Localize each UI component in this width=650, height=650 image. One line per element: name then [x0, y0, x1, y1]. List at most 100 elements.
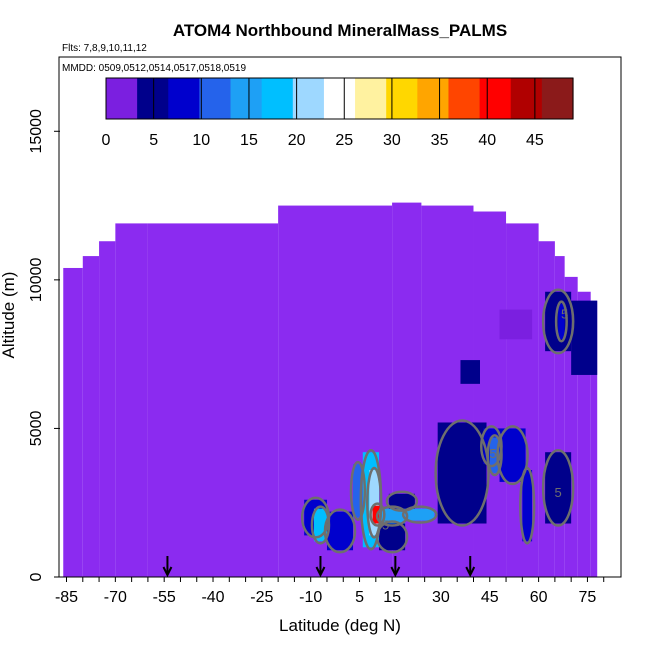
x-tick-label-9: 45	[481, 589, 499, 606]
contour-line-6	[369, 502, 386, 527]
heatmap-cell-19	[571, 300, 598, 375]
x-axis: -85 -70 -55 -40 -25 -10 5 15 30 45 60 75	[55, 577, 605, 606]
colorbar-segment-12	[479, 78, 512, 119]
colorbar-segment-11	[448, 78, 481, 119]
flight-arrow-1	[315, 556, 326, 578]
heatmap-cell-10	[388, 493, 415, 509]
heatmap-cell-14	[499, 428, 526, 482]
coverage-column-3	[115, 223, 148, 577]
heatmap-cell-3	[353, 464, 363, 518]
colorbar-tick-label-1: 5	[149, 132, 158, 149]
colorbar-tick-label-9: 45	[526, 132, 544, 149]
contour-line-3	[349, 460, 367, 521]
heatmap-cell-11	[437, 422, 487, 524]
colorbar-tick-label-8: 40	[478, 132, 496, 149]
colorbar-segment-13	[510, 78, 543, 119]
contour-line-13	[486, 434, 503, 477]
x-tick-label-11: 75	[579, 589, 597, 606]
x-tick-label-7: 15	[383, 589, 401, 606]
colorbar-segment-6	[292, 78, 325, 119]
flight-arrow-0	[162, 556, 173, 578]
y-tick-label-2: 10000	[28, 258, 45, 303]
chart-title: ATOM4 Northbound MineralMass_PALMS	[173, 21, 507, 40]
contour-label-3: 5	[382, 517, 389, 532]
x-tick-label-0: -85	[55, 589, 78, 606]
colorbar-segment-8	[355, 78, 387, 119]
colorbar-tick-label-3: 15	[240, 132, 258, 149]
heatmap-cell-21	[499, 309, 533, 340]
contour-line-15	[519, 466, 536, 545]
colorbar-tick-label-2: 10	[192, 132, 210, 149]
contour-line-8	[375, 520, 409, 554]
colorbar-segment-14	[541, 78, 574, 119]
y-tick-label-1: 5000	[28, 411, 45, 447]
x-tick-label-5: -10	[299, 589, 322, 606]
colorbar-segment-3	[199, 78, 232, 119]
colorbar-segment-5	[261, 78, 294, 119]
colorbar-segment-10	[417, 78, 450, 119]
x-tick-label-3: -40	[201, 589, 224, 606]
y-tick-label-0: 0	[28, 572, 45, 581]
colorbar-segment-2	[168, 78, 200, 119]
colorbar	[105, 77, 574, 120]
heatmap-cell-2	[326, 511, 354, 551]
contour-line-2	[323, 508, 357, 554]
colorbar-tick-label-5: 25	[335, 132, 353, 149]
dates-subtitle: MMDD: 0509,0512,0514,0517,0518,0519	[62, 63, 246, 74]
y-tick-label-3: 15000	[28, 109, 45, 154]
heatmap-cell-20	[460, 360, 480, 384]
flights-subtitle: Flts: 7,8,9,10,11,12	[62, 43, 147, 54]
x-tick-label-2: -55	[153, 589, 176, 606]
flight-arrow-3	[465, 556, 476, 578]
contour-line-10	[385, 490, 419, 512]
coverage-column-11	[554, 256, 565, 577]
flight-arrows	[162, 556, 476, 578]
contour-label-2: 5	[555, 485, 562, 500]
heatmap-cell-7	[379, 508, 406, 524]
heatmap-cell-18	[558, 303, 565, 340]
heatmap-cell-9	[405, 508, 435, 521]
colorbar-segment-7	[323, 78, 356, 119]
plot-frame	[58, 56, 622, 578]
x-tick-label-6: 5	[355, 589, 364, 606]
contour-line-16	[541, 448, 575, 527]
x-tick-label-4: -25	[250, 589, 273, 606]
flight-arrow-2	[390, 556, 401, 578]
y-axis: 0 5000 10000 15000	[28, 109, 60, 581]
contour-line-1	[310, 505, 331, 545]
contour-lines: 5 5 5 5	[300, 288, 575, 554]
heatmap-cell-13	[489, 437, 500, 473]
y-axis-label: Altitude (m)	[0, 272, 18, 359]
contour-label-0: 5	[561, 306, 568, 321]
colorbar-segment-1	[137, 78, 169, 119]
heatmap-cell-15	[522, 470, 533, 542]
contour-line-18	[554, 300, 568, 343]
contour-line-7	[375, 505, 409, 527]
colorbar-tick-label-6: 30	[383, 132, 401, 149]
x-axis-label: Latitude (deg N)	[279, 616, 401, 635]
coverage-column-4	[147, 223, 279, 577]
coverage-column-1	[82, 256, 100, 577]
x-tick-label-1: -70	[104, 589, 127, 606]
colorbar-segment-4	[230, 78, 263, 119]
colorbar-ticks: 0 5 10 15 20 25 30 35 40 45	[102, 78, 544, 149]
x-tick-label-10: 60	[530, 589, 548, 606]
x-tick-label-8: 30	[432, 589, 450, 606]
colorbar-segment-0	[106, 78, 138, 119]
coverage-column-0	[63, 267, 83, 577]
colorbar-tick-label-4: 20	[288, 132, 306, 149]
heatmap-cell-8	[379, 523, 406, 551]
coverage-column-14	[590, 300, 598, 577]
contour-line-17	[541, 288, 575, 355]
colorbar-segment-9	[386, 78, 418, 119]
contour-line-14	[496, 425, 529, 486]
colorbar-tick-label-7: 35	[431, 132, 449, 149]
heatmap-cell-16	[545, 452, 572, 524]
contour-label-1: 5	[489, 446, 496, 461]
heatmap-cell-5	[369, 470, 380, 536]
heatmap-field	[63, 202, 598, 578]
contour-line-11	[434, 419, 490, 527]
colorbar-tick-label-0: 0	[102, 132, 111, 149]
coverage-column-2	[99, 241, 116, 577]
